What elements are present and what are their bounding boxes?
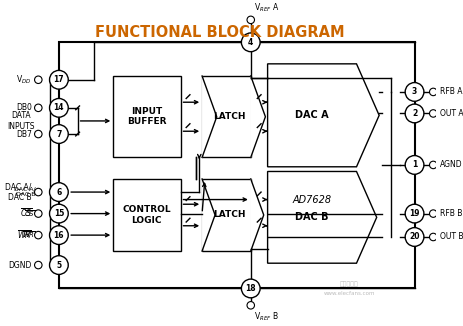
Text: RFB B: RFB B [440,209,462,218]
Text: 电子发烧友: 电子发烧友 [340,281,358,287]
Text: $\overline{WR}$: $\overline{WR}$ [22,230,36,240]
Circle shape [405,204,424,223]
Circle shape [50,226,68,244]
Circle shape [430,161,437,169]
Circle shape [50,204,68,223]
Circle shape [405,156,424,174]
Polygon shape [268,171,377,263]
Text: 2: 2 [412,109,417,118]
Text: CONTROL
LOGIC: CONTROL LOGIC [123,205,171,225]
Text: DAC A: DAC A [295,110,329,120]
Bar [113,179,181,251]
Text: DGND: DGND [8,260,32,270]
Text: 14: 14 [54,103,64,112]
Circle shape [50,98,68,117]
Circle shape [247,302,255,309]
Polygon shape [251,76,265,157]
Text: 6: 6 [56,187,62,197]
Text: DB7: DB7 [16,129,32,139]
Circle shape [430,233,437,241]
Bar [202,76,251,157]
Text: DAC A/
DAC B: DAC A/ DAC B [6,182,32,202]
Text: V$_{DD}$: V$_{DD}$ [17,73,32,86]
Circle shape [35,210,42,217]
Circle shape [247,16,255,23]
Text: DB0: DB0 [16,103,32,112]
Text: FUNCTIONAL BLOCK DIAGRAM: FUNCTIONAL BLOCK DIAGRAM [94,25,344,40]
Text: LATCH: LATCH [213,211,245,219]
Text: DATA
INPUTS: DATA INPUTS [8,111,35,131]
Text: 5: 5 [56,260,62,270]
Text: V$_{REF}$ B: V$_{REF}$ B [255,311,279,323]
Circle shape [35,130,42,138]
Text: AGND: AGND [440,160,463,170]
Bar [59,42,414,289]
Text: V$_{REF}$ A: V$_{REF}$ A [255,2,280,14]
Text: 16: 16 [54,230,64,240]
Polygon shape [251,179,264,251]
Text: 17: 17 [54,75,64,84]
Circle shape [50,183,68,201]
Bar [113,76,181,157]
Text: 3: 3 [412,87,417,96]
Text: 18: 18 [245,284,256,293]
Circle shape [430,210,437,217]
Circle shape [50,125,68,143]
Circle shape [430,88,437,96]
Text: 20: 20 [409,232,420,242]
Circle shape [35,104,42,111]
Circle shape [35,231,42,239]
Text: 1: 1 [412,160,417,170]
Text: AD7628: AD7628 [292,195,331,204]
Text: LATCH: LATCH [213,112,245,121]
Circle shape [241,279,260,298]
Circle shape [405,104,424,123]
Text: 7: 7 [56,129,62,139]
Text: INPUT
BUFFER: INPUT BUFFER [127,107,167,126]
Circle shape [50,256,68,274]
Text: $\overline{CS}$: $\overline{CS}$ [19,208,32,220]
Circle shape [35,76,42,83]
Circle shape [35,261,42,269]
Text: DAC A/
DAC B: DAC A/ DAC B [14,187,36,198]
Circle shape [241,33,260,52]
Bar [202,179,251,251]
Text: OUT B: OUT B [440,232,463,242]
Circle shape [430,110,437,117]
Text: 4: 4 [248,38,253,47]
Text: DAC B: DAC B [295,212,329,222]
Polygon shape [202,76,217,157]
Text: $\overline{WR}$: $\overline{WR}$ [17,229,32,241]
Circle shape [405,82,424,101]
Circle shape [35,188,42,196]
Text: OUT A: OUT A [440,109,463,118]
Circle shape [50,70,68,89]
Circle shape [405,228,424,246]
Text: 15: 15 [54,209,64,218]
Text: $\overline{CS}$: $\overline{CS}$ [24,209,36,219]
Polygon shape [202,179,215,251]
Text: RFB A: RFB A [440,87,463,96]
Text: www.elecfans.com: www.elecfans.com [323,291,375,296]
Polygon shape [268,64,379,167]
Text: 19: 19 [409,209,420,218]
